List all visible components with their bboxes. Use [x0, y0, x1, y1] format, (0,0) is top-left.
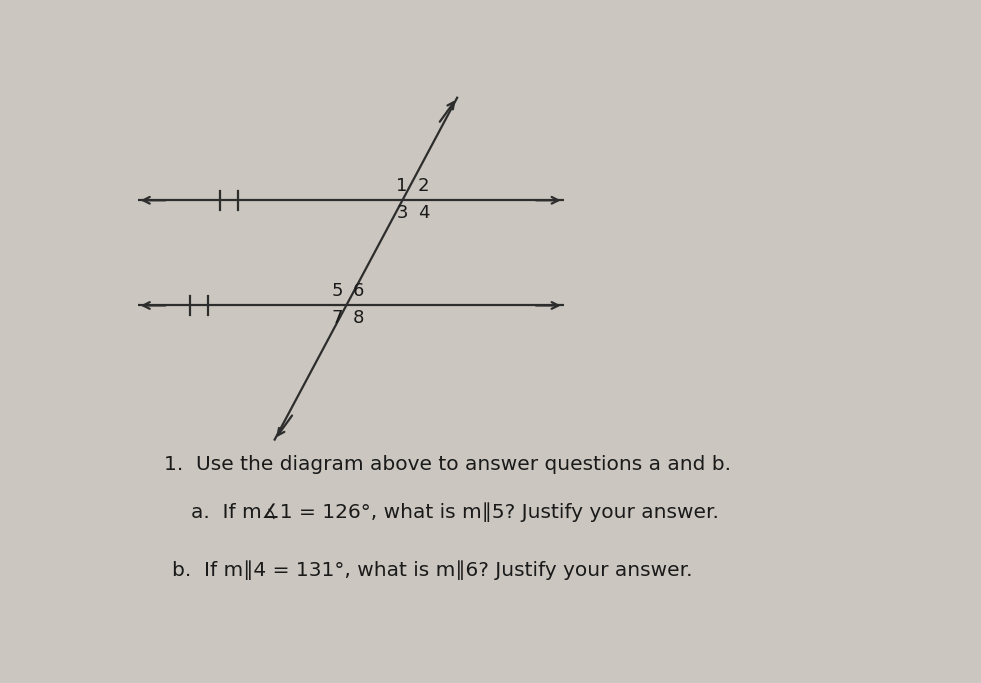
Text: 2: 2 [418, 176, 429, 195]
Text: 1: 1 [396, 176, 408, 195]
Text: 1.  Use the diagram above to answer questions a and b.: 1. Use the diagram above to answer quest… [165, 456, 732, 475]
Text: 3: 3 [396, 204, 408, 222]
Text: 7: 7 [332, 309, 343, 327]
Text: a.  If m∡1 = 126°, what is m∥5? Justify your answer.: a. If m∡1 = 126°, what is m∥5? Justify y… [191, 503, 719, 522]
Text: 8: 8 [353, 309, 364, 327]
Text: 5: 5 [332, 281, 343, 300]
Text: b.  If m∥4 = 131°, what is m∥6? Justify your answer.: b. If m∥4 = 131°, what is m∥6? Justify y… [172, 561, 693, 581]
Text: 6: 6 [353, 281, 364, 300]
Text: 4: 4 [418, 204, 429, 222]
